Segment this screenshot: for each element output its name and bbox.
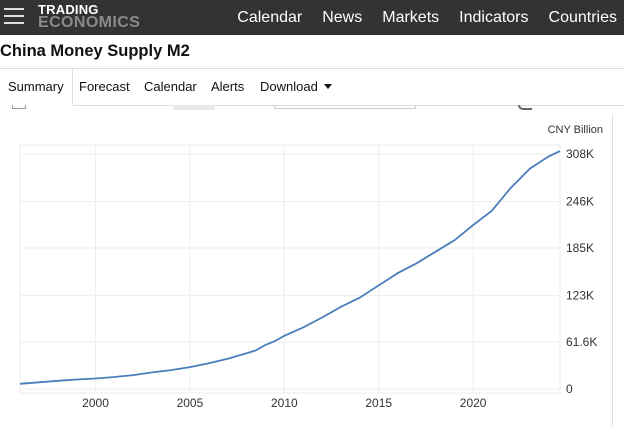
y-axis-ticks: 0 61.6K 123K 185K 246K 308K — [566, 147, 597, 396]
hamburger-menu-icon[interactable] — [4, 8, 24, 26]
logo-text-line2: ECONOMICS — [38, 14, 141, 31]
nav-countries[interactable]: Countries — [548, 9, 617, 26]
plot-frame — [19, 144, 561, 394]
series-line — [19, 150, 561, 385]
chart-grid — [19, 144, 561, 394]
caret-down-icon — [323, 84, 332, 89]
chart-panel — [0, 114, 613, 426]
x-tick-label: 2020 — [460, 396, 487, 410]
x-tick-label: 2005 — [177, 396, 204, 410]
page-title: China Money Supply M2 — [0, 42, 190, 60]
x-tick-label: 2000 — [82, 396, 109, 410]
trading-economics-logo[interactable]: TRADING ECONOMICS — [38, 2, 141, 31]
y-tick-label: 123K — [566, 288, 594, 302]
tab-summary[interactable]: Summary — [0, 69, 73, 106]
checkbox-icon[interactable] — [12, 105, 26, 109]
tab-alerts[interactable]: Alerts — [211, 79, 245, 94]
logo-text-line1: TRADING — [38, 2, 99, 17]
nav-markets[interactable]: Markets — [382, 9, 440, 26]
x-axis-ticks: 2000 2005 2010 2015 2020 — [82, 396, 487, 410]
y-tick-label: 308K — [566, 147, 594, 161]
download-label: Download — [260, 79, 318, 94]
m2-line-chart: 2000 2005 2010 2015 2020 0 61.6K 123K 185K 246K 3… — [19, 124, 603, 410]
tab-forecast[interactable]: Forecast — [79, 79, 130, 94]
y-tick-label: 0 — [566, 382, 573, 396]
y-tick-label: 61.6K — [566, 335, 597, 349]
tab-download[interactable]: Download — [260, 69, 332, 105]
x-tick-label: 2010 — [271, 396, 298, 410]
nav-indicators[interactable]: Indicators — [459, 9, 529, 26]
nav-news[interactable]: News — [322, 9, 363, 26]
refresh-icon[interactable] — [518, 105, 532, 110]
tab-calendar[interactable]: Calendar — [144, 79, 197, 94]
y-tick-label: 246K — [566, 194, 594, 208]
nav-calendar[interactable]: Calendar — [237, 9, 303, 26]
unit-label: CNY Billion — [548, 124, 603, 136]
main-nav: Calendar News Markets Indicators Countri… — [224, 0, 624, 35]
toolbar-button[interactable] — [173, 105, 215, 110]
top-navbar: TRADING ECONOMICS Calendar News Markets … — [0, 0, 624, 35]
y-tick-label: 185K — [566, 241, 594, 255]
tab-bar: Summary Forecast Calendar Alerts Downloa… — [0, 68, 624, 106]
x-tick-label: 2015 — [365, 396, 392, 410]
toolbar-input[interactable] — [274, 105, 416, 109]
